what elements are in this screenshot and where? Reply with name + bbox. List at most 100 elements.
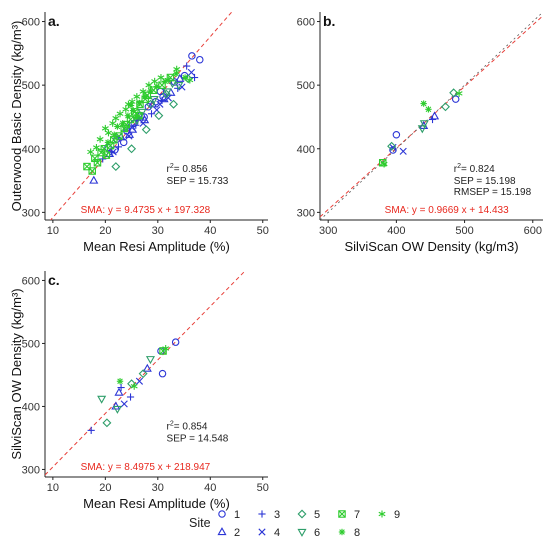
- legend-symbol-square-cross-icon-shape: [338, 510, 346, 518]
- point-site-7: [100, 145, 109, 153]
- point-site-9: [157, 74, 165, 82]
- point-site-9: [87, 148, 95, 156]
- point-site-9-stroke: [164, 77, 172, 83]
- point-site-5-shape: [387, 141, 397, 151]
- point-site-1: [188, 52, 196, 60]
- point-site-9-stroke: [173, 67, 181, 72]
- x-tick-label: 40: [204, 482, 216, 494]
- point-site-5: [102, 418, 112, 428]
- point-site-1: [392, 131, 401, 139]
- point-site-7-shape: [83, 162, 91, 171]
- point-site-8-stroke: [133, 114, 140, 120]
- stat-line: SEP = 15.733: [167, 176, 229, 187]
- point-site-9-stroke: [139, 89, 147, 94]
- panel-label: b.: [323, 13, 335, 29]
- point-site-5: [141, 125, 151, 135]
- point-site-7-shape: [93, 159, 102, 167]
- point-site-2: [175, 73, 185, 82]
- legend-item-site-2: 2: [217, 527, 240, 539]
- point-site-4: [125, 132, 133, 140]
- point-site-4: [156, 100, 164, 108]
- plot-area: [320, 12, 543, 220]
- point-site-8: [124, 112, 132, 119]
- point-site-9-stroke: [105, 130, 112, 136]
- point-site-6-shape: [149, 96, 159, 105]
- point-site-8-stroke: [114, 123, 121, 130]
- point-site-5-shape: [141, 125, 151, 135]
- one-to-one-line: [320, 12, 543, 220]
- point-site-8: [136, 99, 143, 107]
- x-tick-label: 50: [257, 225, 269, 237]
- y-tick-label: 500: [297, 80, 315, 92]
- sma-fit-line: [320, 15, 543, 218]
- point-site-4-stroke: [135, 377, 144, 385]
- plot-area: [49, 12, 233, 220]
- y-tick-label: 400: [22, 401, 40, 413]
- point-site-9-stroke: [162, 346, 170, 351]
- point-site-6: [419, 120, 429, 129]
- point-site-1: [171, 338, 180, 346]
- point-site-3: [147, 110, 156, 118]
- sma-equation: SMA: y = 0.9669 x + 14.433: [385, 205, 509, 216]
- r-squared-superscript: 2: [170, 421, 174, 428]
- point-site-6: [97, 395, 107, 404]
- point-site-2-shape: [128, 124, 138, 133]
- point-site-2-shape: [140, 115, 150, 124]
- point-site-8-stroke: [105, 139, 111, 146]
- point-site-9: [130, 382, 138, 390]
- point-site-3: [126, 393, 135, 401]
- point-site-6: [174, 82, 184, 91]
- point-site-3: [158, 96, 166, 105]
- panel-label: c.: [48, 272, 60, 288]
- point-site-9: [139, 88, 147, 96]
- point-site-5-shape: [154, 111, 164, 121]
- legend-label: 8: [354, 527, 360, 539]
- point-site-4-stroke: [127, 123, 136, 131]
- legend-symbol-cross-icon-stroke: [258, 528, 266, 536]
- point-site-3: [87, 426, 95, 434]
- point-site-9: [124, 100, 132, 108]
- point-site-9: [105, 129, 112, 137]
- point-site-9: [109, 119, 117, 127]
- point-site-8-stroke: [425, 106, 432, 113]
- r-squared-superscript: 2: [170, 163, 174, 170]
- r-squared-symbol: r: [167, 164, 171, 175]
- x-tick-label: 30: [152, 482, 164, 494]
- sma-equation: SMA: y = 9.4735 x + 197.328: [81, 205, 211, 216]
- point-site-8: [111, 131, 118, 138]
- r-squared-label: r2= 0.824: [454, 163, 495, 175]
- point-site-1-shape: [451, 95, 460, 103]
- legend-symbol-down-triangle-icon-shape: [297, 528, 307, 537]
- point-site-2: [89, 175, 99, 184]
- point-site-5-shape: [111, 162, 121, 172]
- point-site-2-shape: [114, 387, 124, 396]
- plot-area: [45, 271, 246, 476]
- point-site-7: [88, 167, 96, 175]
- point-site-6: [162, 88, 172, 97]
- y-tick-label: 600: [22, 275, 40, 287]
- legend-symbol-square-cross-icon-stroke: [338, 510, 346, 518]
- r-squared-value: = 0.824: [461, 164, 495, 175]
- legend-title: Site: [189, 516, 211, 530]
- point-site-4: [135, 377, 144, 385]
- point-site-6-shape: [162, 88, 172, 97]
- point-site-4-stroke: [153, 106, 161, 114]
- legend-item-site-5: 5: [297, 509, 320, 521]
- point-site-2: [111, 401, 121, 410]
- point-site-8-stroke: [117, 378, 123, 385]
- point-site-2-shape: [430, 111, 440, 120]
- point-site-4-stroke: [178, 83, 186, 91]
- point-site-3: [114, 143, 123, 151]
- legend-label: 6: [314, 527, 320, 539]
- r-squared-symbol: r: [167, 422, 171, 433]
- point-site-1-shape: [171, 338, 180, 346]
- point-site-8-stroke: [119, 120, 126, 127]
- point-site-5: [145, 99, 155, 109]
- point-site-6-shape: [97, 395, 107, 404]
- x-axis-title: Mean Resi Amplitude (%): [83, 496, 230, 511]
- point-site-9-stroke: [455, 91, 463, 96]
- point-site-6-shape: [174, 82, 184, 91]
- point-site-9: [151, 77, 159, 85]
- point-site-4-stroke: [109, 148, 117, 156]
